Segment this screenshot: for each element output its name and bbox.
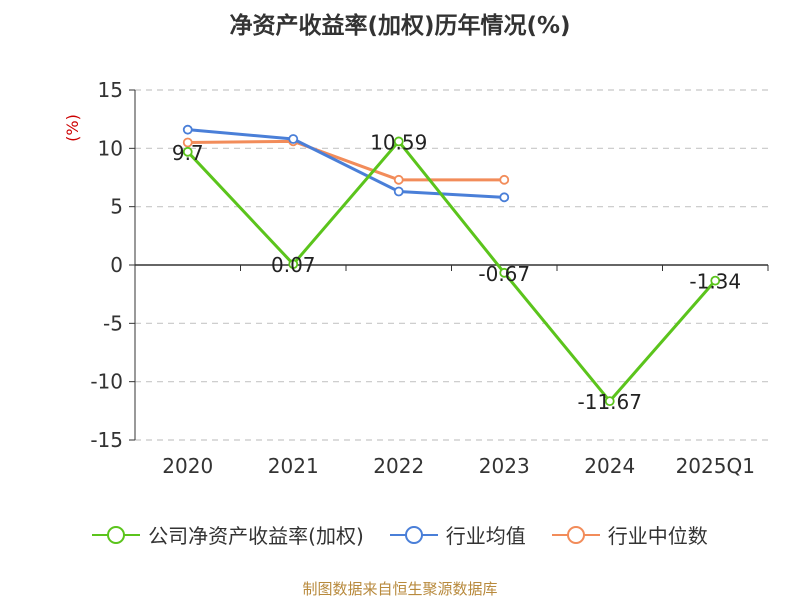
- data-label: -11.67: [578, 390, 642, 414]
- x-tick-label: 2023: [479, 454, 530, 478]
- data-label: 9.7: [172, 141, 204, 165]
- data-point: [499, 192, 510, 203]
- legend-label: 公司净资产收益率(加权): [148, 524, 364, 548]
- y-tick-label: -5: [103, 311, 123, 335]
- legend-label: 行业均值: [445, 524, 526, 548]
- series-line: [187, 139, 505, 182]
- x-tick-label: 2022: [373, 454, 424, 478]
- legend-swatch: [551, 525, 600, 545]
- legend-item[interactable]: 行业中位数: [551, 520, 708, 549]
- x-tick-label: 2021: [268, 454, 319, 478]
- data-label: -1.34: [689, 270, 741, 294]
- data-point: [182, 146, 193, 157]
- y-axis-label: (%): [63, 114, 82, 142]
- data-label: 10.59: [370, 130, 427, 154]
- x-tick-label: 2025Q1: [676, 454, 755, 478]
- data-point: [288, 134, 299, 144]
- data-point: [604, 396, 615, 407]
- y-tick-label: 10: [98, 136, 123, 160]
- x-tick-label: 2020: [162, 454, 213, 478]
- legend-item[interactable]: 公司净资产收益率(加权): [92, 520, 364, 549]
- data-point: [182, 124, 193, 135]
- data-point: [499, 267, 510, 278]
- data-point: [393, 174, 404, 185]
- data-label: -0.67: [478, 262, 530, 286]
- chart-title: 净资产收益率(加权)历年情况(%): [229, 13, 571, 39]
- data-point: [288, 259, 299, 270]
- y-tick-label: 5: [110, 195, 123, 219]
- data-point: [393, 136, 404, 147]
- y-tick-label: -15: [90, 428, 123, 452]
- data-label: 0.07: [271, 253, 316, 277]
- data-point: [499, 174, 510, 185]
- legend-swatch: [92, 525, 141, 545]
- data-point: [393, 186, 404, 197]
- data-point: [182, 137, 193, 148]
- legend-item[interactable]: 行业均值: [389, 520, 526, 549]
- data-point: [710, 275, 721, 286]
- series-line: [186, 139, 717, 403]
- chart-legend: 公司净资产收益率(加权) 行业均值 行业中位数: [0, 520, 800, 549]
- x-tick-label: 2024: [584, 454, 635, 478]
- source-note: 制图数据来自恒生聚源数据库: [302, 580, 498, 598]
- y-tick-label: -10: [90, 370, 123, 394]
- legend-label: 行业中位数: [607, 524, 708, 548]
- y-tick-label: 15: [98, 78, 123, 102]
- series-line: [187, 128, 505, 199]
- legend-swatch: [389, 525, 438, 545]
- y-tick-label: 0: [110, 253, 123, 277]
